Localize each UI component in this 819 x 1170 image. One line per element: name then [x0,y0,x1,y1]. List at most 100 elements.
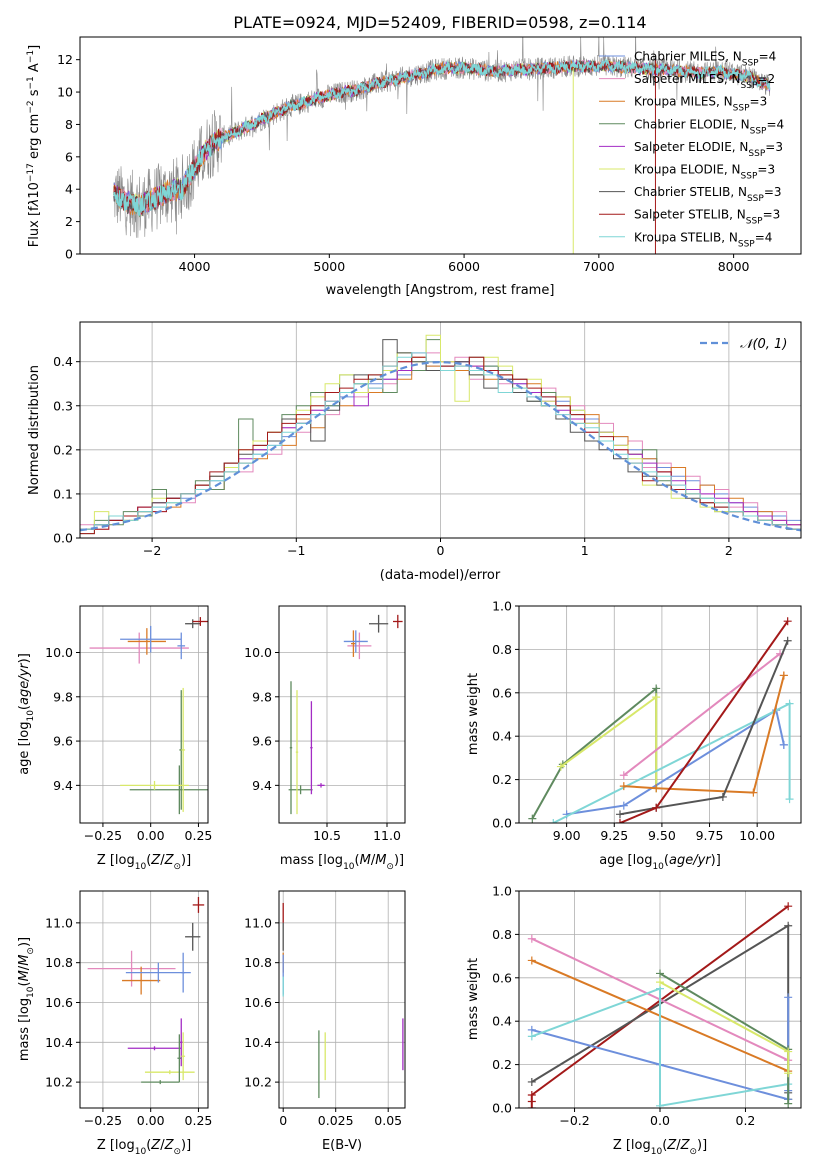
x-axis-label-spectrum: wavelength [Angstrom, rest frame] [326,283,555,298]
x-tick-label: 8000 [718,259,750,274]
y-tick-label: 9.4 [252,778,272,793]
plot-area-age-vs-Z [89,617,208,815]
x-tick-label: 5000 [313,259,345,274]
weight-line-salpeter_miles [623,652,781,777]
x-tick-label: 2 [725,543,733,558]
label-part: SSP [741,81,758,91]
y-axis-label-age-vs-Z: age [log10(age/yr)] [17,653,36,775]
x-tick-label: 0 [279,1113,287,1128]
legend-label: Chabrier MILES, NSSP=4 [634,50,776,69]
data-point [556,762,565,771]
panel-age-vs-Z: −0.25 0.00 0.25 9.4 9.6 9.8 10.0 [45,605,213,843]
panel-mass-vs-EBV: 0 0.025 0.05 10.2 10.4 10.6 10.8 11.0 [244,890,406,1128]
label-part: ⊙ [386,862,394,872]
label-part: =3 [757,163,775,177]
data-point [784,921,793,930]
label-part: 10 [135,862,147,872]
y-tick-label: 1.0 [492,599,512,614]
y-tick-label: 10.2 [45,1075,73,1090]
label-part: 10 [343,862,355,872]
label-part: =4 [766,117,784,131]
data-point [549,819,558,823]
label-part: ( [146,853,151,868]
y-tick-label: 11.0 [45,915,73,930]
data-point [784,1047,793,1056]
legend-label: Kroupa ELODIE, NSSP=3 [634,163,775,182]
x-tick-label: 0.00 [137,1113,165,1128]
label-part: 10 [135,1147,147,1157]
axes-frame [518,605,802,824]
x-tick-label: 10.00 [739,828,775,843]
x-tick-label: 10.5 [313,828,341,843]
y-tick-label: 2 [65,214,73,229]
y-tick-label: 10.4 [45,1035,73,1050]
weight-line-kroupa_stelib [531,987,789,1107]
data-point [615,810,624,819]
label-part: =3 [763,208,781,222]
x-axis-label-age-vs-Z: Z [log10(Z/Z⊙)] [97,853,191,872]
label-part: Salpeter MILES, N [634,72,741,86]
data-point [615,819,624,823]
label-part: ⊙ [26,947,36,955]
y-tick-label: 0 [65,247,73,262]
histogram-kroupa_stelib [80,352,801,538]
y-tick-label: 11.0 [244,915,272,930]
y-tick-label: 0.1 [53,486,73,501]
label-part: mass [log [17,998,32,1061]
y-tick-label: 0.0 [492,816,512,831]
y-tick-label: 0.6 [492,970,512,985]
label-part: / [371,853,376,868]
y-tick-label: 0.4 [492,729,512,744]
label-part: age/yr [669,853,712,868]
x-tick-label: 11.0 [373,828,401,843]
x-tick-label: 9.25 [600,828,628,843]
y-tick-label: 9.6 [53,734,73,749]
axes-frame [79,890,209,1109]
label-part: Z [log [97,853,135,868]
plot-area-age-vs-mass [288,614,403,815]
label-part: M [360,853,371,868]
label-part: −1 [26,76,36,89]
legend-label: Chabrier STELIB, NSSP=3 [634,185,782,204]
label-part: / [17,965,32,970]
y-tick-label: 0.4 [53,354,73,369]
plot-area-mass-weight-vs-Z [527,902,793,1108]
y-tick-label: 10.6 [45,995,73,1010]
label-part: mass [log [280,853,343,868]
plot-area-mass-vs-Z [87,896,205,1085]
x-tick-label: 0.00 [137,828,165,843]
y-tick-label: 4 [65,182,73,197]
label-part: age/yr [17,662,32,705]
y-tick-label: 10.0 [45,645,73,660]
label-part: Kroupa ELODIE, N [634,163,741,177]
x-axis-label-residuals: (data-model)/error [380,568,501,583]
x-tick-label: −2 [143,543,161,558]
x-tick-label: 0.25 [185,828,213,843]
x-tick-label: 0.025 [318,1113,354,1128]
label-part: M [17,955,32,966]
x-tick-label: −0.2 [559,1113,589,1128]
x-tick-label: 0.25 [185,1113,213,1128]
label-part: 10 [651,1147,663,1157]
label-part: =4 [755,230,773,244]
legend-label: Salpeter STELIB, NSSP=3 [634,208,780,227]
data-point [656,1101,664,1108]
axes-frame [79,605,209,824]
label-part: SSP [738,239,755,249]
label-part: M [375,853,386,868]
x-axis-label-age-vs-mass: mass [log10(M/M⊙)] [280,853,404,872]
data-point [619,801,628,810]
label-part: ⊙ [173,862,181,872]
figure-title: PLATE=0924, MJD=52409, FIBERID=0598, z=0… [233,13,646,32]
x-tick-label: 0 [437,543,445,558]
y-tick-label: 9.6 [252,734,272,749]
data-point [652,784,661,793]
label-part: SSP [746,217,763,227]
x-axis-label-weight-vs-Z: Z [log10(Z/Z⊙)] [613,1138,707,1157]
label-part: ( [17,981,32,986]
label-part: Chabrier MILES, N [634,50,742,64]
y-tick-label: 0.8 [492,927,512,942]
x-tick-label: 9.75 [696,828,724,843]
label-part: / [160,1138,165,1153]
label-part: Chabrier STELIB, N [634,185,747,199]
